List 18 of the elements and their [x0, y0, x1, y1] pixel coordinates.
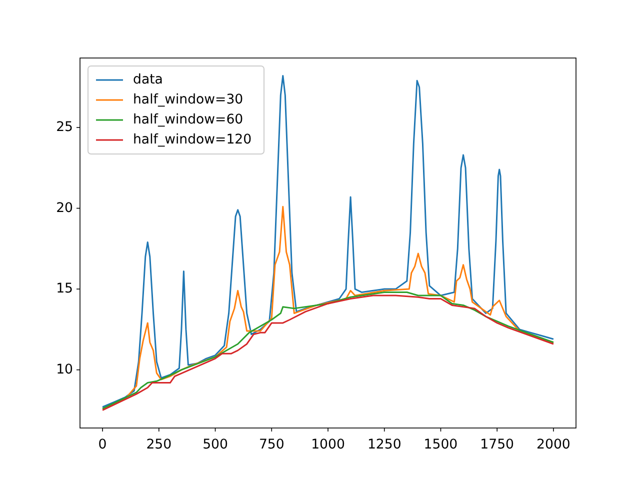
y-tick-label: 15 [56, 282, 73, 297]
y-tick-label: 10 [56, 362, 73, 378]
x-tick-label: 2000 [536, 438, 570, 453]
y-tick-label: 25 [56, 120, 73, 135]
x-tick-label: 1500 [424, 438, 458, 453]
y-tick-label: 20 [56, 200, 73, 216]
legend-label: half_window=120 [133, 132, 252, 148]
x-tick-label: 250 [146, 438, 172, 453]
legend-label: data [133, 72, 163, 88]
legend-label: half_window=60 [133, 112, 244, 128]
x-tick-label: 1750 [480, 438, 514, 453]
x-tick-label: 1000 [311, 438, 345, 453]
x-tick-label: 500 [202, 438, 228, 453]
x-tick-label: 1250 [367, 438, 402, 453]
line-series [102, 75, 554, 408]
x-tick-label: 750 [258, 438, 284, 453]
x-tick-label: 0 [98, 438, 107, 453]
legend-label: half_window=30 [133, 92, 244, 108]
